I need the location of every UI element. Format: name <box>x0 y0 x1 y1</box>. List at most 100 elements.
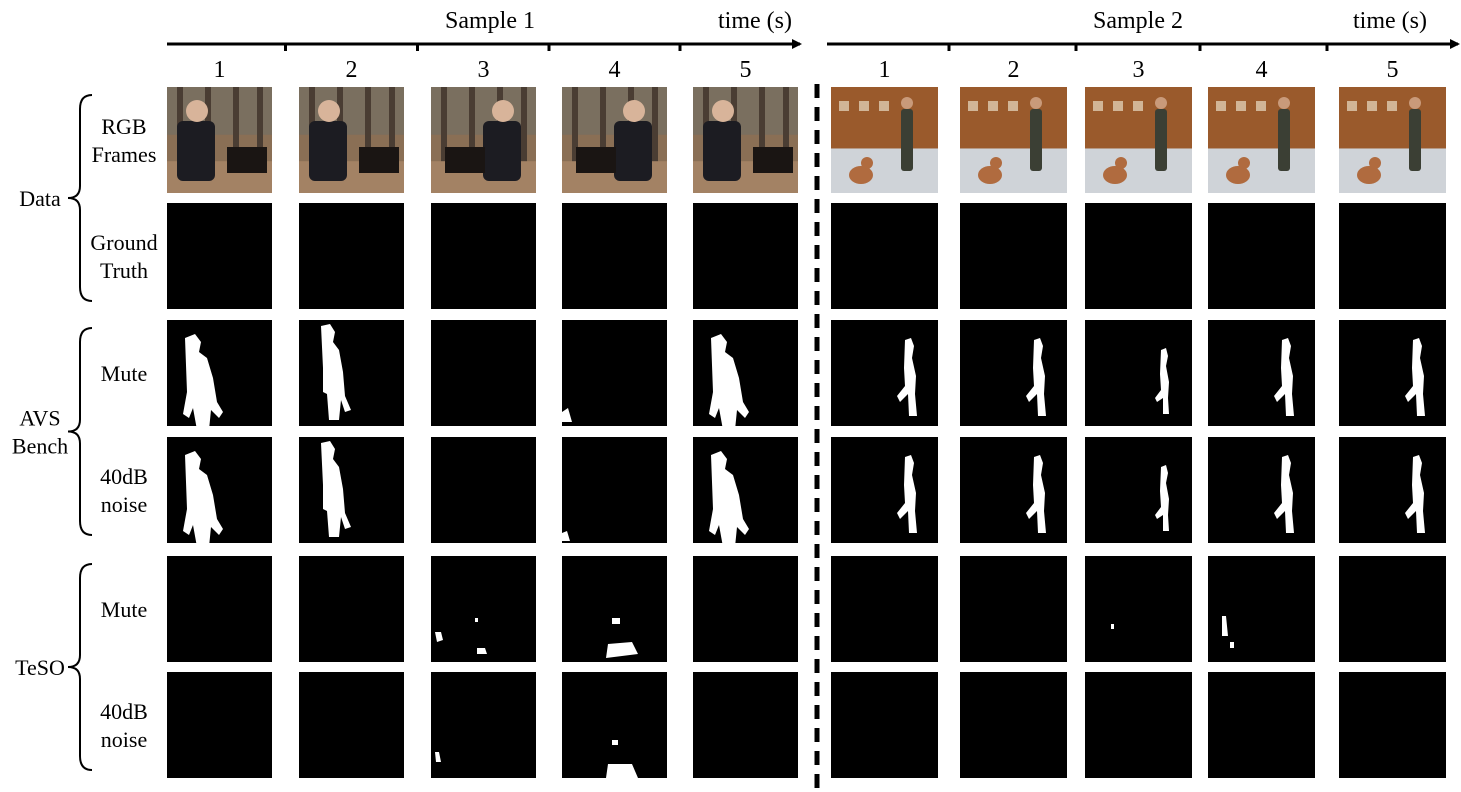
prediction-mask <box>960 672 1067 778</box>
time-tick-label: 1 <box>214 57 226 83</box>
prediction-mask <box>960 320 1067 426</box>
rgb-frame-thumbnail <box>831 87 938 193</box>
group-label: Data <box>19 186 61 211</box>
header-layer: Sample 1 time (s) 1 2 3 4 5 Sample 2 time (s) 1 2 3… <box>167 8 1460 790</box>
prediction-mask <box>431 437 536 543</box>
ground-truth-mask <box>831 203 938 309</box>
mask-foreground-blob <box>1026 338 1046 416</box>
mask-foreground-blob <box>709 451 749 547</box>
ground-truth-mask <box>1339 203 1446 309</box>
row-label: noise <box>101 492 147 517</box>
row-label: RGB <box>101 114 146 139</box>
mask-foreground-blob <box>321 441 351 537</box>
ground-truth-mask <box>167 203 272 309</box>
mask-foreground-blob <box>1222 616 1234 648</box>
prediction-mask <box>831 672 938 778</box>
prediction-mask <box>299 437 404 543</box>
group-label: Bench <box>12 434 68 459</box>
prediction-mask <box>562 672 667 778</box>
group-label: TeSO <box>15 655 65 680</box>
mask-foreground-blob <box>1274 338 1294 416</box>
prediction-mask <box>960 556 1067 662</box>
row-label: 40dB <box>100 464 148 489</box>
prediction-mask <box>831 320 938 426</box>
mask-foreground-blob <box>709 334 749 430</box>
prediction-mask <box>1339 320 1446 426</box>
mask-foreground-blob <box>321 324 351 420</box>
mask-foreground-blob <box>435 618 487 654</box>
group-brace <box>67 94 93 302</box>
row-labels-layer: Data RGB Frames Ground Truth AVS Bench Mute 40dB… <box>12 94 158 771</box>
mask-foreground-blob <box>1111 624 1114 629</box>
mask-foreground-blob <box>1274 455 1294 533</box>
time-tick-label: 3 <box>1133 57 1145 83</box>
ground-truth-mask <box>1085 203 1192 309</box>
mask-foreground-blob <box>562 531 570 541</box>
prediction-mask <box>167 672 272 778</box>
time-tick-label: 4 <box>1256 57 1268 83</box>
prediction-mask <box>1339 672 1446 778</box>
group-brace <box>67 327 93 536</box>
mask-foreground-blob <box>897 338 917 416</box>
rgb-frame-thumbnail <box>299 87 404 193</box>
time-tick-label: 3 <box>478 57 490 83</box>
ground-truth-mask <box>299 203 404 309</box>
mask-foreground-blob <box>183 334 223 430</box>
row-label: Mute <box>101 361 147 386</box>
prediction-mask <box>1208 556 1315 662</box>
mask-foreground-blob <box>435 752 441 762</box>
prediction-mask <box>1085 437 1192 543</box>
time-tick-label: 5 <box>1387 57 1399 83</box>
prediction-mask <box>1208 320 1315 426</box>
time-axis-label: time (s) <box>718 8 792 34</box>
ground-truth-mask <box>960 203 1067 309</box>
sample-title: Sample 1 <box>445 8 535 34</box>
prediction-mask <box>299 320 404 426</box>
prediction-mask <box>693 556 798 662</box>
row-label: Truth <box>100 258 148 283</box>
prediction-mask <box>831 437 938 543</box>
ground-truth-mask <box>562 203 667 309</box>
rgb-frame-thumbnail <box>1339 87 1446 193</box>
cells-layer <box>167 87 1446 778</box>
prediction-mask <box>299 556 404 662</box>
prediction-mask <box>431 556 536 662</box>
row-label: Mute <box>101 597 147 622</box>
time-tick-label: 4 <box>609 57 621 83</box>
rgb-frame-thumbnail <box>431 87 536 193</box>
prediction-mask <box>1339 437 1446 543</box>
prediction-mask <box>1208 672 1315 778</box>
prediction-mask <box>960 437 1067 543</box>
rgb-frame-thumbnail <box>167 87 272 193</box>
ground-truth-mask <box>1208 203 1315 309</box>
mask-foreground-blob <box>1155 465 1169 531</box>
prediction-mask <box>1339 556 1446 662</box>
prediction-mask <box>1085 320 1192 426</box>
prediction-mask <box>1085 556 1192 662</box>
sample-title: Sample 2 <box>1093 8 1183 34</box>
ground-truth-mask <box>693 203 798 309</box>
prediction-mask <box>299 672 404 778</box>
group-brace <box>67 563 93 771</box>
mask-foreground-blob <box>897 455 917 533</box>
prediction-mask <box>562 320 667 426</box>
prediction-mask <box>167 556 272 662</box>
row-label: Frames <box>92 142 157 167</box>
prediction-mask <box>431 320 536 426</box>
ground-truth-mask <box>431 203 536 309</box>
prediction-mask <box>831 556 938 662</box>
rgb-frame-thumbnail <box>960 87 1067 193</box>
rgb-frame-thumbnail <box>1208 87 1315 193</box>
time-tick-label: 2 <box>1008 57 1020 83</box>
mask-foreground-blob <box>1155 348 1169 414</box>
mask-foreground-blob <box>1405 455 1425 533</box>
prediction-mask <box>431 672 536 778</box>
prediction-mask <box>1085 672 1192 778</box>
mask-foreground-blob <box>183 451 223 547</box>
mask-foreground-blob <box>562 408 572 422</box>
time-tick-label: 5 <box>740 57 752 83</box>
rgb-frame-thumbnail <box>1085 87 1192 193</box>
time-tick-label: 1 <box>879 57 891 83</box>
prediction-mask <box>562 437 667 543</box>
row-label: Ground <box>90 230 157 255</box>
